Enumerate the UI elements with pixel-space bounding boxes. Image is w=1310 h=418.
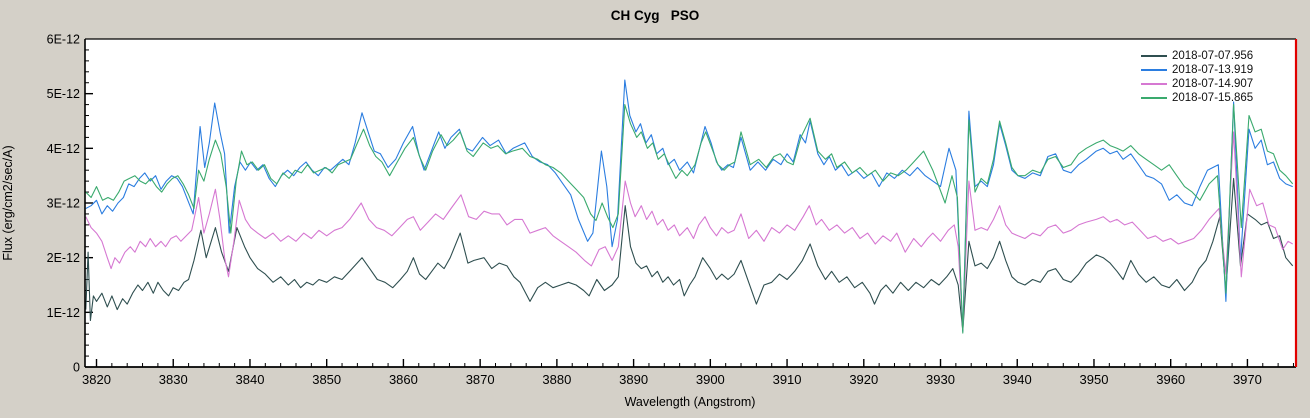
x-axis-label: Wavelength (Angstrom) xyxy=(624,395,756,409)
legend-label: 2018-07-15.865 xyxy=(1172,92,1254,104)
x-tick-label: 3870 xyxy=(466,372,495,387)
x-tick-label: 3930 xyxy=(926,372,955,387)
legend-item: 2018-07-15.865 xyxy=(1141,91,1253,105)
legend-label: 2018-07-14.907 xyxy=(1172,78,1254,90)
x-tick-label: 3880 xyxy=(542,372,571,387)
x-tick-label: 3830 xyxy=(159,372,188,387)
legend-item: 2018-07-13.919 xyxy=(1141,63,1253,77)
legend-color-line xyxy=(1141,97,1167,99)
legend-item: 2018-07-14.907 xyxy=(1141,77,1253,91)
plot-area xyxy=(85,39,1295,367)
x-tick-label: 3910 xyxy=(773,372,802,387)
x-tick-label: 3840 xyxy=(236,372,265,387)
x-tick-label: 3900 xyxy=(696,372,725,387)
y-tick-label: 2E-12 xyxy=(47,251,80,265)
x-tick-label: 3860 xyxy=(389,372,418,387)
x-tick-label: 3850 xyxy=(312,372,341,387)
legend-item: 2018-07-07.956 xyxy=(1141,49,1253,63)
y-tick-label: 1E-12 xyxy=(47,306,80,320)
x-tick-label: 3950 xyxy=(1080,372,1109,387)
spectrum-line-2018-07-07.956 xyxy=(85,177,1294,332)
legend-color-line xyxy=(1141,83,1167,85)
spectrum-line-2018-07-15.865 xyxy=(85,104,1294,334)
legend-label: 2018-07-07.956 xyxy=(1172,50,1254,62)
legend: 2018-07-07.956 2018-07-13.919 2018-07-14.9… xyxy=(1141,49,1253,105)
spectrum-line-2018-07-14.907 xyxy=(85,131,1293,331)
y-tick-label: 3E-12 xyxy=(47,197,80,211)
chart-title: CH Cyg PSO xyxy=(610,8,700,23)
y-tick-label: 6E-12 xyxy=(47,33,80,47)
x-tick-label: 3970 xyxy=(1233,372,1262,387)
x-tick-label: 3890 xyxy=(619,372,648,387)
x-tick-label: 3920 xyxy=(849,372,878,387)
spectrum-line-2018-07-13.919 xyxy=(85,79,1293,333)
y-tick-label: 0 xyxy=(73,361,80,375)
y-tick-label: 4E-12 xyxy=(47,142,80,156)
y-tick-label: 5E-12 xyxy=(47,87,80,101)
x-tick-label: 3820 xyxy=(82,372,111,387)
legend-color-line xyxy=(1141,69,1167,71)
legend-label: 2018-07-13.919 xyxy=(1172,64,1254,76)
legend-color-line xyxy=(1141,55,1167,57)
y-axis-label: Flux (erg/cm2/sec/A) xyxy=(1,145,15,261)
x-tick-label: 3960 xyxy=(1156,372,1185,387)
x-tick-label: 3940 xyxy=(1003,372,1032,387)
